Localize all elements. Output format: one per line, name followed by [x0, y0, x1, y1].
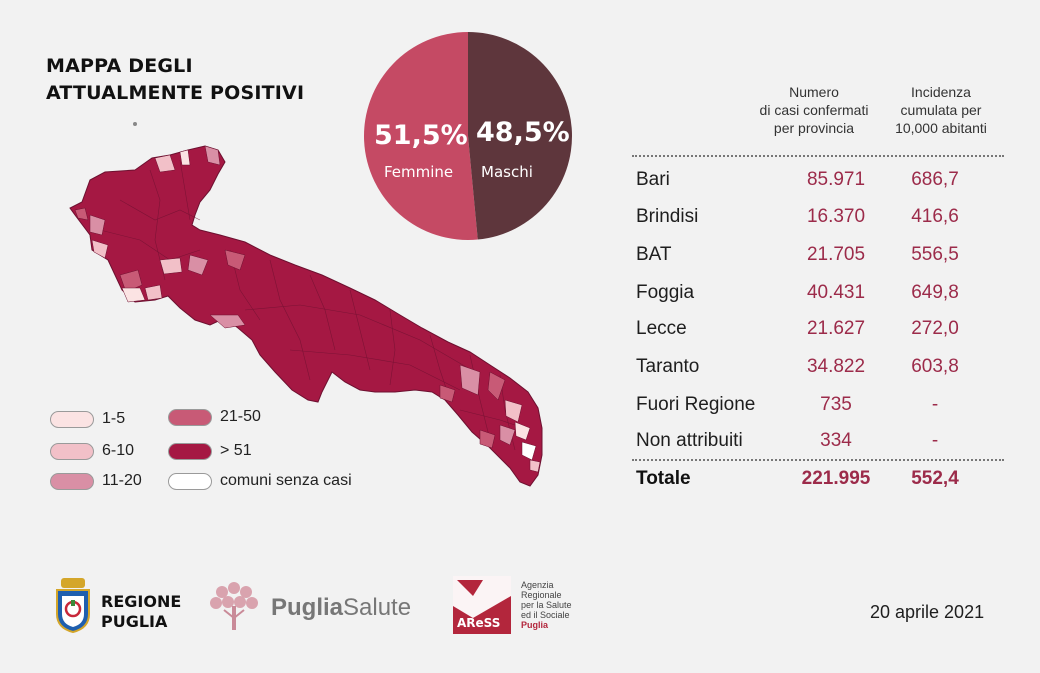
cases-value: 16.370 [806, 206, 866, 227]
table-row: BAT 21.705 556,5 [636, 244, 1006, 278]
table-row: Non attribuiti 334 - [636, 430, 1006, 464]
incidence-value: 556,5 [911, 244, 959, 265]
cases-value: 21.705 [806, 244, 866, 265]
total-incidence: 552,4 [911, 468, 959, 489]
legend-label: > 51 [220, 442, 252, 459]
divider [632, 459, 1004, 461]
title-line-2: ATTUALMENTE POSITIVI [46, 82, 305, 104]
cases-value: 21.627 [806, 318, 866, 339]
legend-item-1-5: 1-5 [50, 410, 125, 428]
male-label: Maschi [481, 163, 533, 181]
province-name: Foggia [636, 282, 695, 303]
legend-item-11-20: 11-20 [50, 472, 142, 490]
regione-puglia-logo-text: REGIONE PUGLIA [101, 592, 182, 631]
table-row: Brindisi 16.370 416,6 [636, 206, 1006, 240]
legend-swatch [50, 472, 94, 490]
province-name: BAT [636, 244, 672, 265]
header-cases: Numero di casi confermati per provincia [759, 84, 869, 136]
legend-label: comuni senza casi [220, 472, 352, 489]
aress-mark: AReSS [457, 616, 501, 630]
puglia-salute-logo-text: PugliaSalute [271, 594, 412, 621]
page-title: MAPPA DEGLI ATTUALMENTE POSITIVI [46, 53, 304, 107]
total-label: Totale [636, 468, 691, 489]
aress-text: Agenzia Regionale per la Salute ed il So… [521, 580, 572, 630]
province-name: Brindisi [636, 206, 699, 227]
incidence-value: 603,8 [911, 356, 959, 377]
incidence-value: 416,6 [911, 206, 959, 227]
legend-label: 21-50 [220, 408, 261, 425]
cases-value: 735 [820, 394, 852, 415]
puglia-salute-tree-icon [210, 582, 258, 630]
legend-swatch [168, 408, 212, 426]
legend-swatch [168, 442, 212, 460]
province-name: Non attribuiti [636, 430, 743, 451]
puglia-map [69, 122, 543, 487]
legend-label: 6-10 [102, 442, 135, 459]
table-total-row: Totale 221.995 552,4 [636, 468, 1006, 502]
legend-swatch [50, 410, 94, 428]
table-row: Taranto 34.822 603,8 [636, 356, 1006, 390]
cases-value: 40.431 [806, 282, 866, 303]
divider [632, 155, 1004, 157]
province-name: Fuori Regione [636, 394, 756, 415]
aress-logo-icon [453, 576, 511, 634]
legend-item-no-cases: comuni senza casi [168, 472, 352, 490]
incidence-value: 649,8 [911, 282, 959, 303]
table-row: Bari 85.971 686,7 [636, 169, 1006, 203]
incidence-value: - [931, 394, 939, 415]
pie-slice-female [363, 32, 478, 240]
table-row: Fuori Regione 735 - [636, 394, 1006, 428]
header-incidence: Incidenza cumulata per 10,000 abitanti [895, 84, 987, 136]
province-name: Lecce [636, 318, 687, 339]
pie-slice-male [468, 32, 572, 240]
cases-value: 34.822 [806, 356, 866, 377]
province-name: Taranto [636, 356, 700, 377]
female-label: Femmine [384, 163, 454, 181]
incidence-value: - [931, 430, 939, 451]
legend-swatch [50, 442, 94, 460]
cases-value: 334 [820, 430, 852, 451]
female-percentage: 51,5% [374, 120, 468, 151]
table-row: Lecce 21.627 272,0 [636, 318, 1006, 352]
regione-puglia-crest-icon [56, 578, 90, 634]
legend-label: 11-20 [102, 472, 142, 489]
legend-item-6-10: 6-10 [50, 442, 134, 460]
legend-item-gt-51: > 51 [168, 442, 252, 460]
total-cases: 221.995 [801, 468, 871, 489]
province-name: Bari [636, 169, 670, 190]
male-percentage: 48,5% [476, 117, 570, 148]
legend-item-21-50: 21-50 [168, 408, 261, 426]
title-line-1: MAPPA DEGLI [46, 55, 193, 77]
legend-swatch [168, 472, 212, 490]
incidence-value: 272,0 [911, 318, 959, 339]
table-row: Foggia 40.431 649,8 [636, 282, 1006, 316]
legend-label: 1-5 [102, 410, 126, 427]
cases-value: 85.971 [806, 169, 866, 190]
gender-pie-chart [363, 32, 572, 240]
date-label: 20 aprile 2021 [870, 602, 985, 622]
incidence-value: 686,7 [911, 169, 959, 190]
